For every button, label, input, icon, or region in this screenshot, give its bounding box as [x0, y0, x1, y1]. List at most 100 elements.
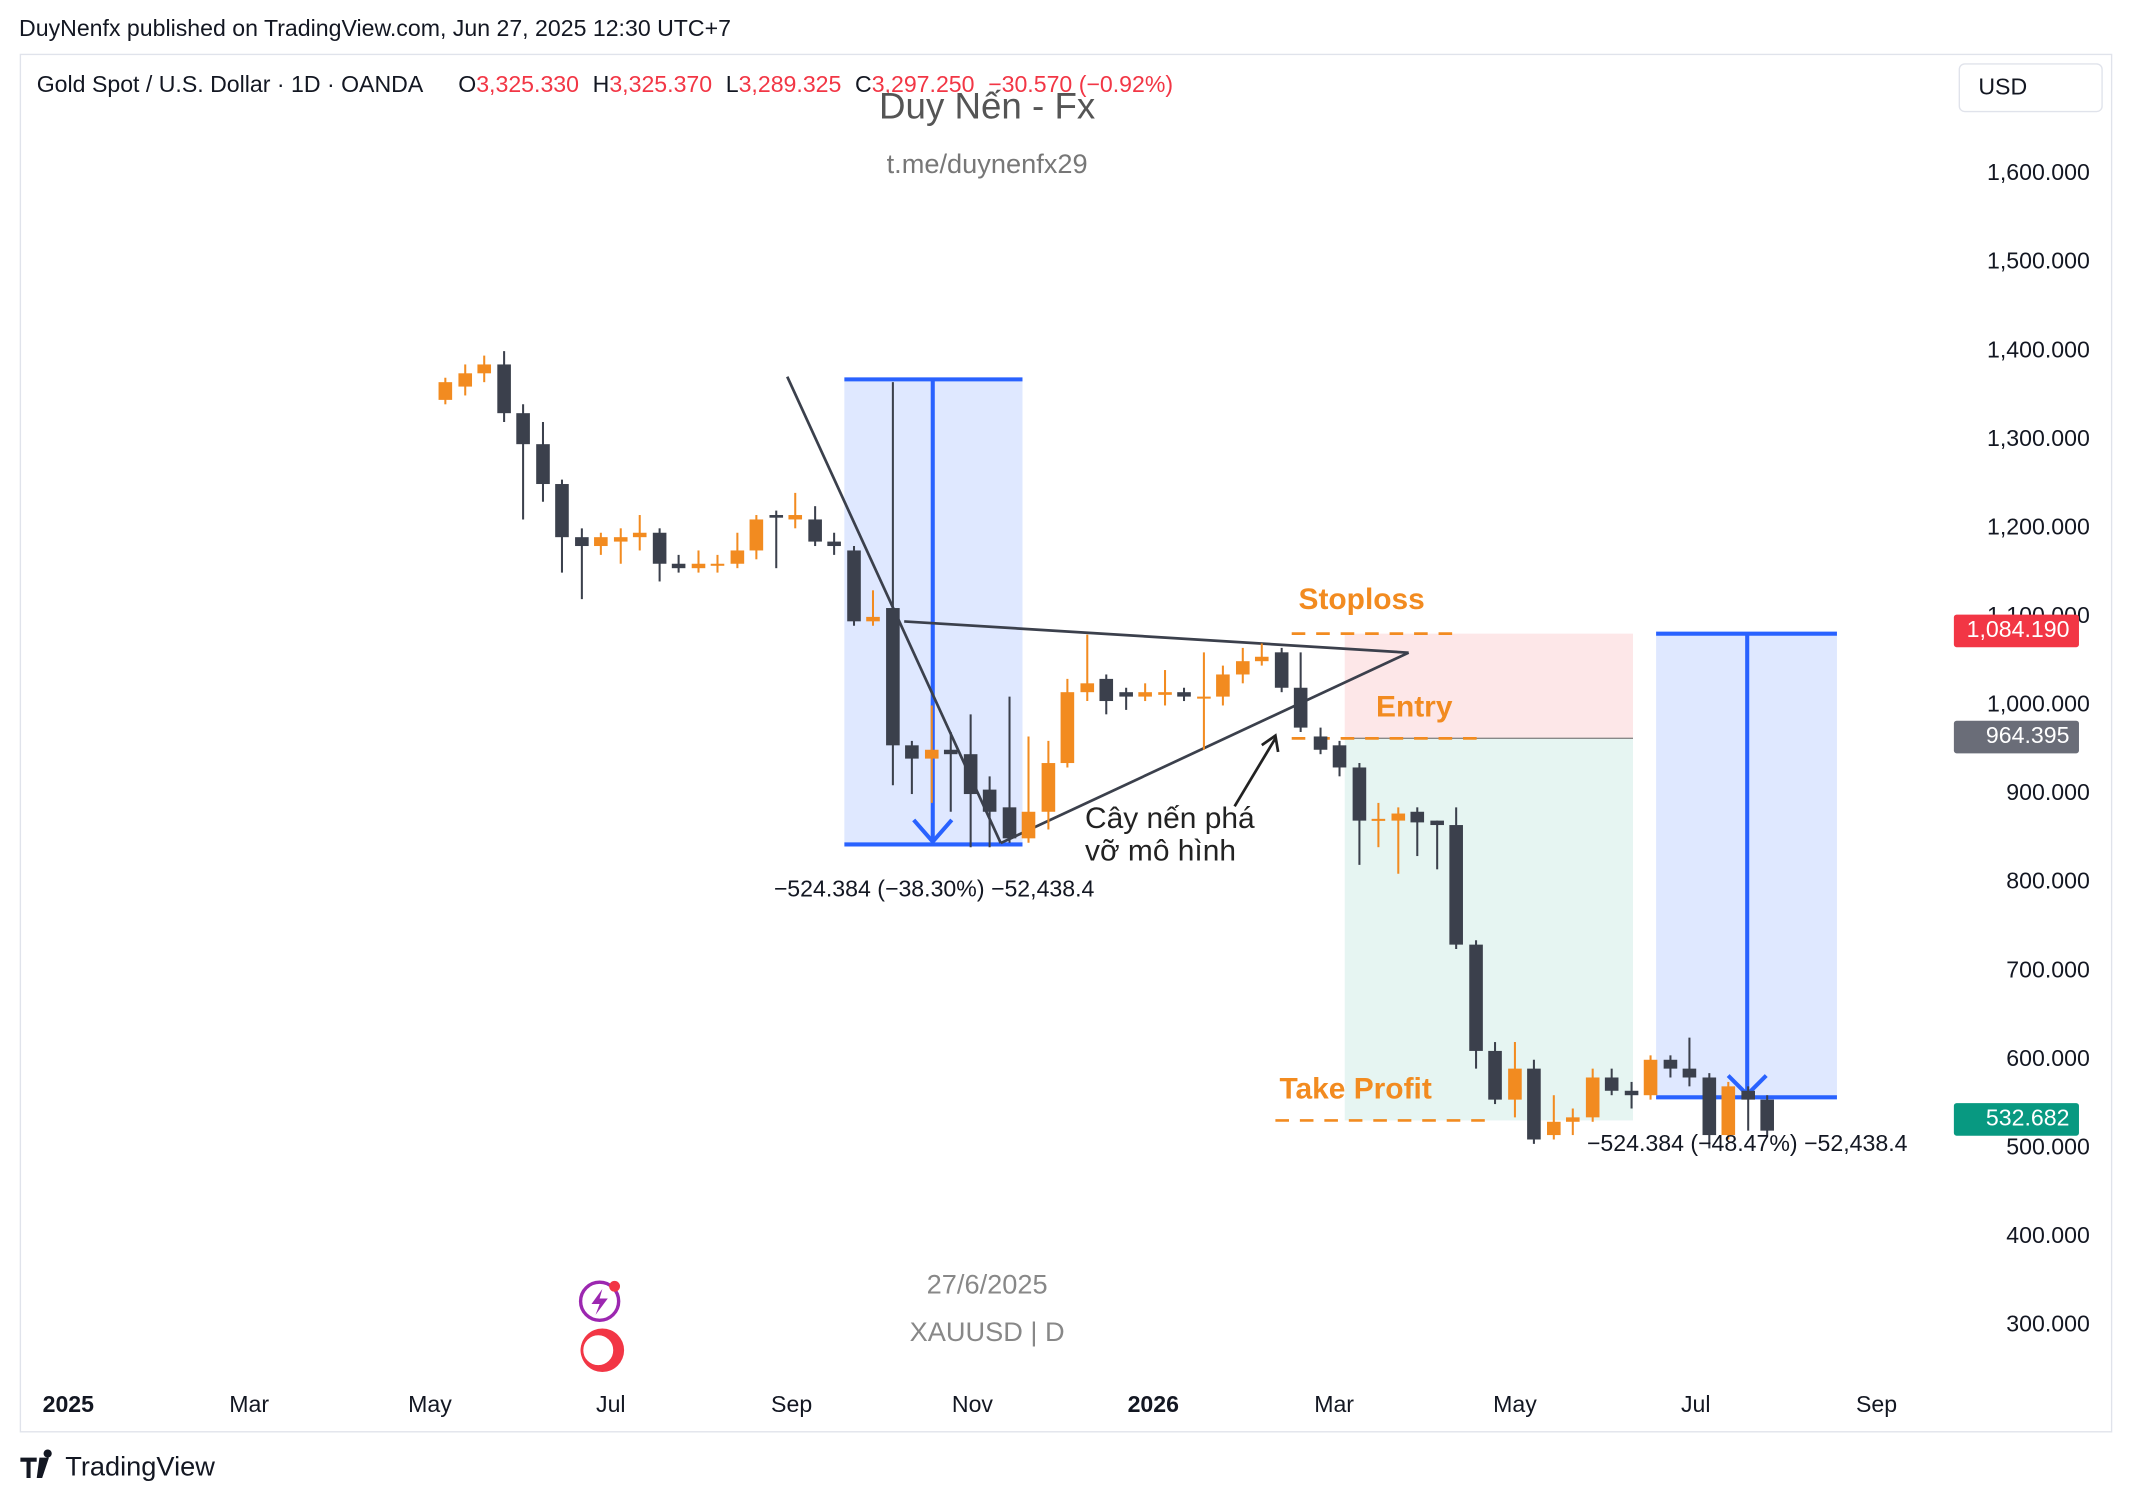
candle-body: [749, 519, 764, 551]
y-tick-label: 1,300.000: [1987, 425, 2090, 451]
ohlc-key: H: [593, 71, 610, 97]
candle-body: [1643, 1059, 1658, 1096]
footer: TradingView: [20, 1449, 215, 1482]
x-tick-label: Sep: [1856, 1391, 1897, 1417]
logo: [20, 1449, 52, 1479]
candle-body: [1197, 696, 1211, 699]
candle-body: [594, 537, 608, 547]
watermark-link: t.me/duynenfx29: [887, 148, 1088, 179]
x-tick-label: Sep: [771, 1391, 812, 1417]
candle-body: [1254, 656, 1269, 662]
candle-body: [1099, 678, 1114, 702]
symbol: Gold Spot / U.S. Dollar · 1D · OANDA: [37, 71, 424, 97]
y-tick-label: 1,000.000: [1987, 691, 2090, 717]
y-tick-label: 1,200.000: [1987, 513, 2090, 539]
candle-body: [710, 563, 725, 566]
x-tick-label: Jul: [1681, 1391, 1711, 1417]
y-tick-label: 600.000: [2006, 1045, 2090, 1071]
take-profit-label: Take Profit: [1279, 1072, 1431, 1105]
candle-body: [982, 789, 997, 812]
y-tick-label: 1,600.000: [1987, 159, 2090, 185]
candle-body: [1002, 807, 1017, 839]
callout-arrow: [1233, 737, 1277, 808]
candle-body: [943, 749, 958, 755]
candle-body: [575, 537, 589, 547]
candle-body: [808, 519, 822, 542]
candle-body: [1624, 1090, 1639, 1096]
ohlc-value: 3,325.330: [476, 71, 579, 97]
candle-body: [1235, 661, 1250, 675]
candle-body: [1565, 1117, 1580, 1122]
candle-body: [536, 444, 550, 485]
candle-body: [1702, 1077, 1717, 1136]
candle-body: [905, 745, 919, 759]
candle-body: [1080, 683, 1095, 693]
price-tag: [1953, 614, 2079, 648]
candle-body: [1430, 820, 1444, 826]
candle-body: [1332, 745, 1347, 768]
price-tag-label: 964.395: [1986, 722, 2070, 748]
entry-label: Entry: [1376, 690, 1453, 723]
x-tick-label: 2025: [43, 1391, 95, 1417]
candle-body: [866, 616, 880, 622]
candle-body: [769, 515, 784, 518]
candle-body: [1449, 825, 1463, 945]
event-dot: [609, 1280, 621, 1292]
ohlc-key: L: [726, 71, 739, 97]
price-tag-label: 1,084.190: [1967, 616, 2070, 642]
candle-body: [613, 537, 628, 542]
currency[interactable]: USD: [1978, 74, 2027, 100]
y-tick-label: 400.000: [2006, 1222, 2090, 1248]
candle-body: [1119, 692, 1133, 697]
candle-body: [1041, 763, 1056, 812]
measure-label: −524.384 (−48.47%) −52,438.4: [1587, 1130, 1908, 1156]
y-tick-label: 1,400.000: [1987, 336, 2090, 362]
candle-body: [477, 364, 492, 374]
price-tag: [1953, 720, 2079, 754]
currency-box[interactable]: [1958, 63, 2103, 113]
change: −30.570 (−0.92%): [988, 71, 1173, 97]
ohlc-value: 3,297.250: [872, 71, 975, 97]
candle-body: [1313, 736, 1328, 750]
candle-body: [1604, 1077, 1619, 1091]
published-line: DuyNenfx published on TradingView.com, J…: [19, 15, 731, 41]
measure-label: −524.384 (−38.30%) −52,438.4: [774, 876, 1095, 902]
ohlc-value: 3,325.370: [609, 71, 712, 97]
candle-body: [924, 749, 939, 759]
x-tick-label: Jul: [596, 1391, 626, 1417]
candle-body: [1177, 692, 1191, 697]
candle-body: [691, 563, 706, 569]
candle-body: [1293, 687, 1308, 728]
candle-body: [438, 382, 453, 400]
candle-body: [1138, 692, 1152, 697]
candle-body: [1060, 692, 1075, 764]
x-tick-label: Mar: [229, 1391, 269, 1417]
candle-body: [458, 373, 473, 387]
ohlc-key: C: [855, 71, 872, 97]
brand: TradingView: [65, 1451, 215, 1482]
x-tick-label: Mar: [1314, 1391, 1354, 1417]
candle-body: [788, 515, 803, 520]
x-tick-label: May: [408, 1391, 452, 1417]
event-icon-glyph: [591, 1289, 608, 1315]
candle-body: [632, 532, 647, 538]
event-icons[interactable]: [578, 1280, 625, 1372]
candle-body: [847, 550, 861, 622]
candle-body: [1469, 944, 1483, 1051]
candle-body: [1682, 1068, 1697, 1078]
y-tick-label: 1,500.000: [1987, 248, 2090, 274]
candle-body: [1488, 1050, 1502, 1100]
candle-body: [1410, 811, 1425, 823]
x-tick-label: May: [1493, 1391, 1537, 1417]
y-tick-label: 500.000: [2006, 1133, 2090, 1159]
candle-body: [730, 550, 745, 564]
event-icon-flag: [580, 1332, 616, 1368]
candles: [438, 351, 1774, 1149]
y-tick-label: 700.000: [2006, 956, 2090, 982]
watermark-title: Duy Nến - Fx: [879, 86, 1095, 127]
candle-body: [1274, 652, 1289, 688]
price-tag-label: 532.682: [1986, 1105, 2070, 1131]
candle-body: [963, 754, 978, 795]
candle-body: [1663, 1059, 1678, 1069]
